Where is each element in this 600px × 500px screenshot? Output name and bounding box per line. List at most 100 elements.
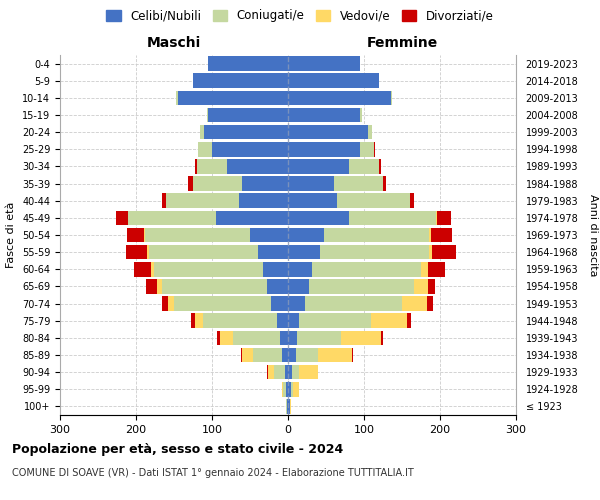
- Bar: [379, 159, 381, 174]
- Bar: [349, 159, 379, 174]
- Bar: [428, 262, 445, 276]
- Bar: [402, 296, 427, 311]
- Bar: [148, 245, 149, 260]
- Bar: [287, 399, 288, 413]
- Bar: [368, 125, 373, 140]
- Bar: [288, 125, 368, 140]
- Text: COMUNE DI SOAVE (VR) - Dati ISTAT 1° gennaio 2024 - Elaborazione TUTTITALIA.IT: COMUNE DI SOAVE (VR) - Dati ISTAT 1° gen…: [12, 468, 414, 477]
- Bar: [288, 194, 337, 208]
- Bar: [127, 228, 143, 242]
- Bar: [360, 142, 374, 156]
- Bar: [286, 382, 288, 396]
- Bar: [290, 399, 291, 413]
- Bar: [151, 262, 154, 276]
- Bar: [220, 330, 233, 345]
- Bar: [274, 365, 285, 380]
- Text: Maschi: Maschi: [147, 36, 201, 50]
- Bar: [268, 365, 274, 380]
- Bar: [288, 245, 320, 260]
- Bar: [288, 56, 360, 71]
- Bar: [299, 314, 371, 328]
- Bar: [195, 314, 203, 328]
- Bar: [288, 399, 290, 413]
- Bar: [288, 74, 379, 88]
- Bar: [263, 262, 288, 276]
- Bar: [208, 56, 288, 71]
- Bar: [239, 194, 288, 208]
- Bar: [277, 314, 288, 328]
- Bar: [288, 262, 313, 276]
- Bar: [296, 348, 319, 362]
- Bar: [436, 210, 437, 225]
- Bar: [292, 365, 299, 380]
- Bar: [217, 330, 220, 345]
- Bar: [428, 245, 431, 260]
- Bar: [146, 279, 157, 293]
- Bar: [154, 262, 263, 276]
- Bar: [381, 330, 383, 345]
- Bar: [206, 108, 208, 122]
- Bar: [162, 279, 267, 293]
- Bar: [188, 176, 193, 191]
- Bar: [428, 279, 436, 293]
- Bar: [288, 348, 296, 362]
- Bar: [437, 210, 451, 225]
- Bar: [288, 330, 297, 345]
- Bar: [145, 228, 250, 242]
- Bar: [143, 228, 145, 242]
- Bar: [325, 228, 430, 242]
- Bar: [233, 330, 280, 345]
- Bar: [193, 176, 242, 191]
- Bar: [288, 365, 292, 380]
- Bar: [203, 314, 277, 328]
- Bar: [205, 125, 288, 140]
- Bar: [319, 348, 352, 362]
- Bar: [227, 159, 288, 174]
- Bar: [421, 262, 428, 276]
- Bar: [212, 142, 288, 156]
- Bar: [288, 279, 309, 293]
- Bar: [199, 142, 212, 156]
- Bar: [349, 210, 436, 225]
- Bar: [288, 176, 334, 191]
- Bar: [178, 90, 288, 105]
- Bar: [282, 382, 283, 396]
- Bar: [193, 74, 288, 88]
- Bar: [337, 194, 410, 208]
- Bar: [391, 90, 392, 105]
- Legend: Celibi/Nubili, Coniugati/e, Vedovi/e, Divorziati/e: Celibi/Nubili, Coniugati/e, Vedovi/e, Di…: [103, 6, 497, 26]
- Bar: [352, 348, 353, 362]
- Bar: [285, 365, 288, 380]
- Bar: [242, 176, 288, 191]
- Bar: [197, 142, 199, 156]
- Bar: [128, 210, 216, 225]
- Bar: [286, 399, 287, 413]
- Bar: [162, 296, 168, 311]
- Bar: [116, 210, 128, 225]
- Bar: [267, 279, 288, 293]
- Bar: [334, 176, 383, 191]
- Bar: [253, 348, 282, 362]
- Bar: [427, 296, 433, 311]
- Bar: [134, 262, 151, 276]
- Bar: [288, 210, 349, 225]
- Bar: [288, 228, 325, 242]
- Bar: [241, 348, 242, 362]
- Bar: [195, 159, 197, 174]
- Bar: [197, 159, 227, 174]
- Bar: [149, 245, 257, 260]
- Bar: [288, 142, 360, 156]
- Bar: [383, 176, 386, 191]
- Bar: [126, 245, 148, 260]
- Bar: [174, 296, 271, 311]
- Bar: [371, 314, 407, 328]
- Bar: [282, 348, 288, 362]
- Bar: [317, 365, 319, 380]
- Bar: [166, 194, 239, 208]
- Bar: [431, 245, 456, 260]
- Bar: [242, 348, 253, 362]
- Bar: [200, 125, 205, 140]
- Bar: [157, 279, 162, 293]
- Bar: [299, 365, 317, 380]
- Text: Femmine: Femmine: [367, 36, 437, 50]
